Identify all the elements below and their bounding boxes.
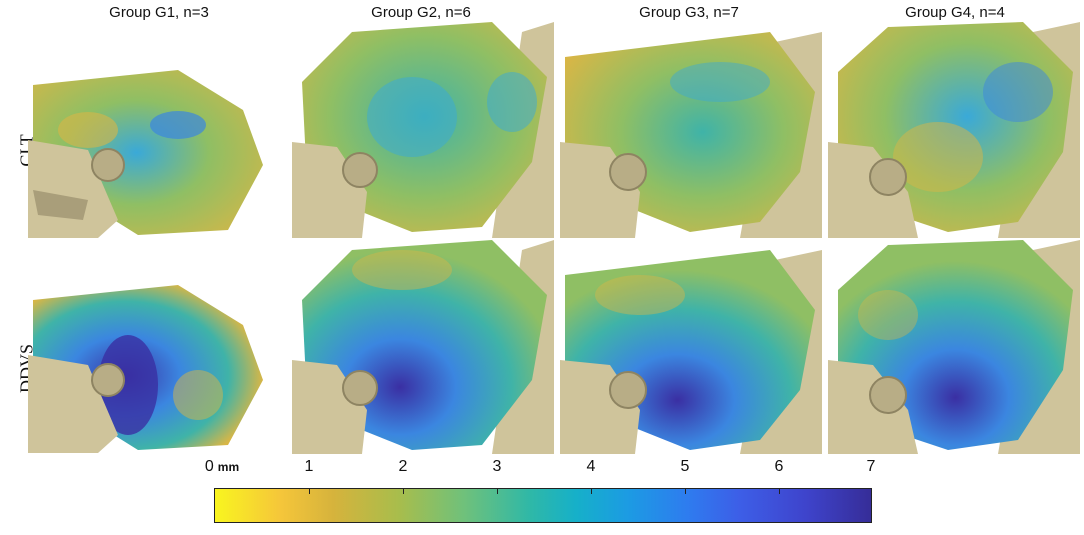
colorbar-tick-4: 4 (586, 458, 596, 475)
colorbar-tick-3: 3 (492, 458, 502, 475)
colorbar-tick-7: 7 (866, 458, 876, 475)
panel-clt-g3 (560, 32, 822, 238)
column-title-g2: Group G2, n=6 (371, 4, 471, 21)
colorbar (214, 488, 872, 523)
colorbar-unit: mm (217, 460, 240, 474)
panel-ddvs-g4 (828, 240, 1080, 454)
colorbar-tick-2: 2 (398, 458, 408, 475)
colorbar-tickmark (497, 489, 498, 494)
column-title-g4: Group G4, n=4 (905, 4, 1005, 21)
colorbar-tickmark (685, 489, 686, 494)
column-title-g3: Group G3, n=7 (639, 4, 739, 21)
column-title-g1: Group G1, n=3 (109, 4, 209, 21)
panel-clt-g1 (28, 70, 268, 238)
colorbar-tickmark (403, 489, 404, 494)
colorbar-tick-5: 5 (680, 458, 690, 475)
panel-clt-g2 (292, 22, 554, 238)
colorbar-tickmark (779, 489, 780, 494)
panel-clt-g4 (828, 22, 1080, 238)
panel-ddvs-g1 (28, 285, 268, 453)
panel-ddvs-g2 (292, 240, 554, 454)
colorbar-tick-1: 1 (304, 458, 314, 475)
colorbar-tickmark (309, 489, 310, 494)
colorbar-tick-6: 6 (774, 458, 784, 475)
panel-ddvs-g3 (560, 250, 822, 454)
colorbar-tick-0: 0 mm (204, 458, 240, 475)
colorbar-tickmark (591, 489, 592, 494)
